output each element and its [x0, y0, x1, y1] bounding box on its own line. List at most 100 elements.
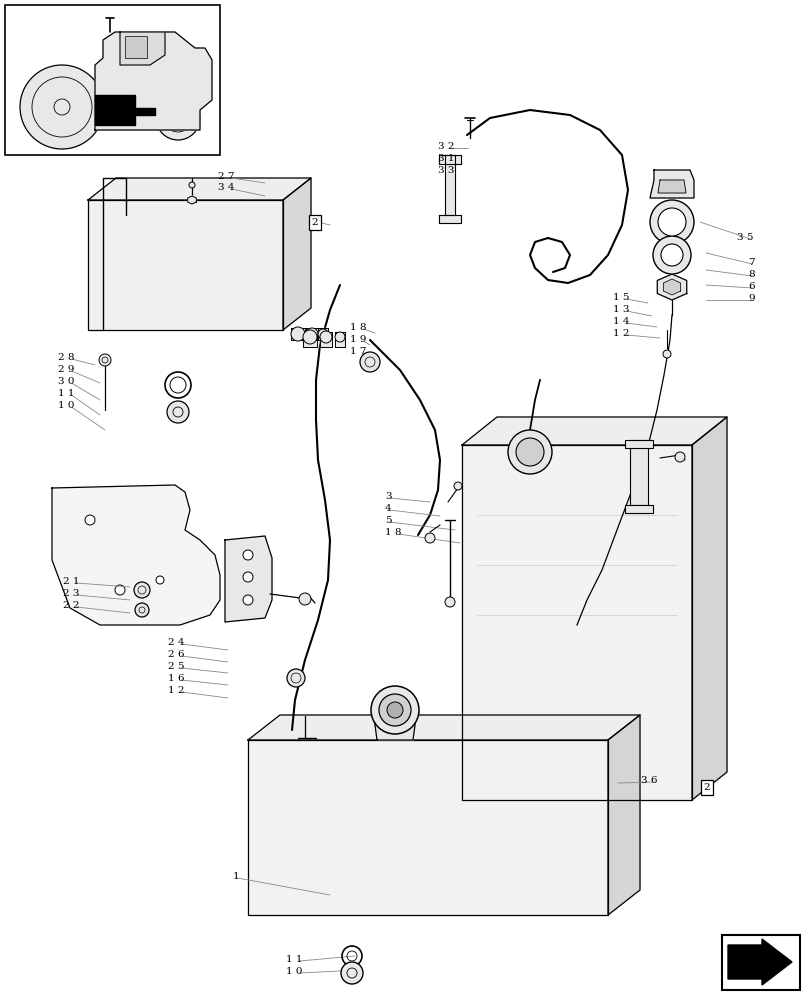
Circle shape: [303, 330, 317, 344]
Text: 6: 6: [748, 282, 755, 291]
Circle shape: [663, 350, 671, 358]
Bar: [5, 5, 220, 155]
Text: 2 5: 2 5: [168, 662, 184, 671]
Circle shape: [156, 576, 164, 584]
Circle shape: [516, 438, 544, 466]
Polygon shape: [120, 32, 165, 65]
Circle shape: [134, 582, 150, 598]
Polygon shape: [439, 215, 461, 223]
Text: 9: 9: [748, 294, 755, 303]
Text: 2 7: 2 7: [218, 172, 234, 181]
Circle shape: [341, 962, 363, 984]
Circle shape: [658, 208, 686, 236]
Polygon shape: [248, 715, 640, 740]
Circle shape: [115, 585, 125, 595]
Bar: [625, 505, 653, 513]
Circle shape: [387, 702, 403, 718]
Polygon shape: [608, 715, 640, 915]
Circle shape: [299, 593, 311, 605]
Bar: [625, 440, 653, 448]
Polygon shape: [95, 32, 212, 130]
Text: 5: 5: [385, 516, 392, 525]
Circle shape: [425, 533, 435, 543]
Circle shape: [454, 482, 462, 490]
Circle shape: [675, 452, 685, 462]
Text: 2 3: 2 3: [63, 589, 79, 598]
Polygon shape: [462, 445, 692, 800]
Circle shape: [243, 572, 253, 582]
Polygon shape: [283, 178, 311, 330]
Polygon shape: [306, 328, 318, 340]
Polygon shape: [445, 155, 455, 215]
Text: 1: 1: [233, 872, 240, 881]
Text: 3 3: 3 3: [438, 166, 454, 175]
Text: 2: 2: [312, 218, 318, 227]
Circle shape: [360, 352, 380, 372]
Text: 1 7: 1 7: [350, 347, 367, 356]
Text: 1 2: 1 2: [613, 329, 629, 338]
Polygon shape: [303, 332, 317, 347]
Circle shape: [135, 603, 149, 617]
Circle shape: [318, 329, 328, 339]
Circle shape: [167, 401, 189, 423]
Text: 2 8: 2 8: [58, 353, 74, 362]
Polygon shape: [728, 939, 792, 985]
Polygon shape: [320, 332, 332, 347]
Circle shape: [287, 669, 305, 687]
Text: 1 1: 1 1: [286, 955, 302, 964]
Polygon shape: [52, 485, 220, 625]
Polygon shape: [439, 155, 461, 164]
Text: 1 0: 1 0: [58, 401, 74, 410]
Circle shape: [320, 331, 332, 343]
Text: 3 1: 3 1: [438, 154, 454, 163]
Text: 3 5: 3 5: [737, 233, 754, 242]
Text: 1 9: 1 9: [350, 335, 367, 344]
Circle shape: [653, 236, 691, 274]
Circle shape: [335, 332, 345, 342]
Circle shape: [243, 595, 253, 605]
Polygon shape: [248, 740, 608, 915]
Text: 8: 8: [748, 270, 755, 279]
Text: 2: 2: [704, 783, 710, 792]
Text: 2 4: 2 4: [168, 638, 184, 647]
Circle shape: [156, 96, 200, 140]
Polygon shape: [650, 170, 694, 198]
Text: 2 1: 2 1: [63, 577, 79, 586]
Bar: [701, 780, 713, 795]
Bar: [309, 215, 321, 230]
Polygon shape: [663, 279, 680, 295]
Circle shape: [20, 65, 104, 149]
Polygon shape: [657, 274, 687, 300]
Circle shape: [99, 354, 111, 366]
Circle shape: [650, 200, 694, 244]
Text: 1 5: 1 5: [613, 293, 629, 302]
Polygon shape: [187, 196, 196, 204]
Circle shape: [371, 686, 419, 734]
Circle shape: [445, 597, 455, 607]
Text: 3 6: 3 6: [641, 776, 658, 785]
Polygon shape: [373, 710, 417, 740]
Bar: [630, 440, 648, 505]
Bar: [722, 935, 800, 990]
Polygon shape: [318, 328, 328, 340]
Text: 2 6: 2 6: [168, 650, 184, 659]
Circle shape: [508, 430, 552, 474]
Circle shape: [85, 515, 95, 525]
Polygon shape: [225, 536, 272, 622]
Circle shape: [189, 182, 195, 188]
Text: 3 0: 3 0: [58, 377, 74, 386]
Polygon shape: [658, 180, 686, 193]
Polygon shape: [291, 328, 305, 340]
Circle shape: [291, 327, 305, 341]
Text: 1 2: 1 2: [168, 686, 184, 695]
Text: 1 4: 1 4: [613, 317, 629, 326]
Polygon shape: [135, 108, 155, 115]
Polygon shape: [88, 200, 283, 330]
Text: 3: 3: [385, 492, 392, 501]
Polygon shape: [462, 417, 727, 445]
Text: 1 1: 1 1: [58, 389, 74, 398]
Bar: [125, 36, 147, 58]
Text: 1 6: 1 6: [168, 674, 184, 683]
Circle shape: [661, 244, 683, 266]
Circle shape: [243, 550, 253, 560]
